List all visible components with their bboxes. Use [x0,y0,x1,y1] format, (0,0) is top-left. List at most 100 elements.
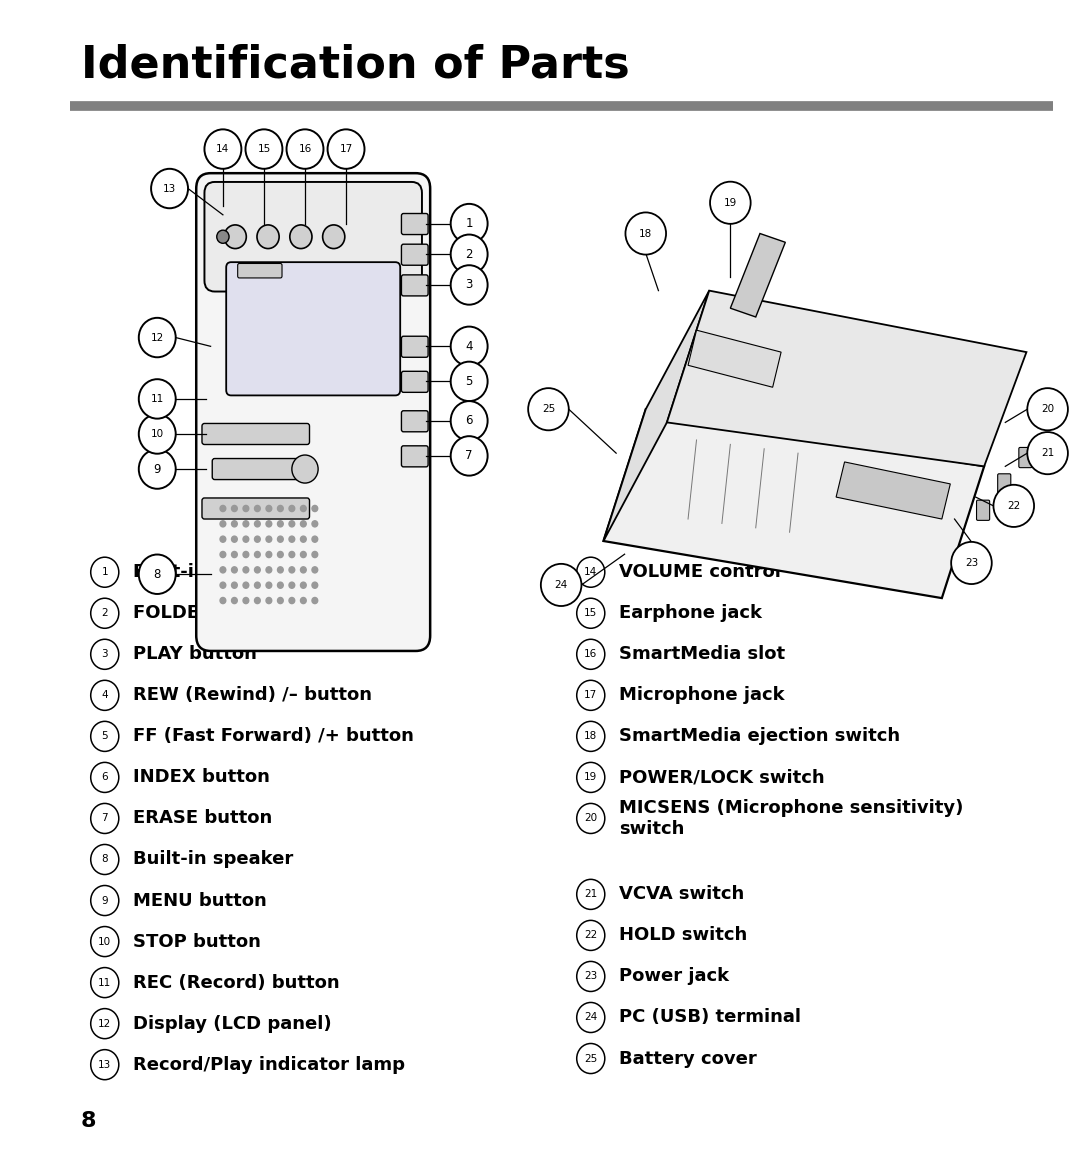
Circle shape [245,129,283,169]
Circle shape [257,225,279,249]
Text: 9: 9 [153,462,161,475]
Circle shape [312,551,318,557]
Circle shape [312,598,318,603]
Text: Display (LCD panel): Display (LCD panel) [133,1015,332,1032]
Text: Built-in speaker: Built-in speaker [133,851,293,868]
Text: 18: 18 [639,229,652,238]
Text: MICSENS (Microphone sensitivity)
switch: MICSENS (Microphone sensitivity) switch [619,799,963,838]
FancyBboxPatch shape [402,244,428,265]
Text: VOLUME control: VOLUME control [619,563,781,581]
Circle shape [91,557,119,587]
Circle shape [255,536,260,542]
Circle shape [220,598,226,603]
Text: 15: 15 [584,608,597,618]
Circle shape [91,763,119,793]
FancyBboxPatch shape [402,371,428,392]
Circle shape [138,450,176,489]
Circle shape [450,327,488,366]
Circle shape [231,505,238,512]
FancyBboxPatch shape [402,214,428,235]
Circle shape [266,566,272,573]
Text: 21: 21 [584,889,597,899]
Text: 14: 14 [584,568,597,577]
Text: 17: 17 [584,690,597,701]
Circle shape [312,536,318,542]
Circle shape [577,880,605,910]
Text: 23: 23 [584,971,597,981]
Circle shape [577,920,605,950]
Circle shape [577,680,605,710]
Circle shape [220,566,226,573]
Text: POWER/LOCK switch: POWER/LOCK switch [619,769,824,786]
Circle shape [278,505,283,512]
Text: 5: 5 [102,732,108,741]
Circle shape [220,505,226,512]
Text: 17: 17 [339,144,353,154]
Circle shape [231,536,238,542]
Circle shape [300,551,307,557]
Polygon shape [604,290,710,541]
Circle shape [243,551,248,557]
Circle shape [625,213,666,254]
Circle shape [312,583,318,588]
Text: 24: 24 [554,580,568,590]
Text: VCVA switch: VCVA switch [619,885,744,903]
Circle shape [220,583,226,588]
FancyBboxPatch shape [998,474,1011,494]
Text: Record/Play indicator lamp: Record/Play indicator lamp [133,1055,405,1074]
Text: 8: 8 [153,568,161,580]
FancyBboxPatch shape [402,336,428,357]
Circle shape [528,388,569,430]
Text: 15: 15 [257,144,271,154]
Circle shape [255,566,260,573]
Circle shape [91,598,119,628]
Circle shape [243,566,248,573]
Circle shape [286,129,324,169]
Circle shape [204,129,241,169]
Circle shape [220,520,226,527]
FancyBboxPatch shape [204,181,422,291]
Polygon shape [688,331,781,387]
Text: 1: 1 [102,568,108,577]
Circle shape [577,598,605,628]
Text: 11: 11 [98,978,111,987]
Circle shape [91,1008,119,1038]
Circle shape [266,583,272,588]
FancyBboxPatch shape [202,423,310,445]
Circle shape [289,583,295,588]
Text: HOLD switch: HOLD switch [619,926,747,944]
Circle shape [289,551,295,557]
FancyBboxPatch shape [402,275,428,296]
Circle shape [243,505,248,512]
Circle shape [289,520,295,527]
Circle shape [577,1002,605,1032]
Polygon shape [604,409,984,598]
Circle shape [266,598,272,603]
Text: 12: 12 [98,1018,111,1029]
Text: 5: 5 [465,375,473,388]
Circle shape [577,762,605,792]
Text: 25: 25 [542,405,555,414]
Circle shape [266,520,272,527]
Circle shape [450,436,488,475]
Circle shape [91,926,119,956]
Circle shape [577,962,605,992]
Circle shape [327,129,365,169]
Circle shape [138,318,176,357]
Text: SmartMedia ejection switch: SmartMedia ejection switch [619,727,900,746]
Text: 8: 8 [81,1111,96,1131]
FancyBboxPatch shape [402,410,428,432]
Text: 4: 4 [465,340,473,353]
Text: Built-in microphone: Built-in microphone [133,563,333,581]
Circle shape [243,598,248,603]
Circle shape [577,1044,605,1074]
Text: PLAY button: PLAY button [133,645,257,664]
Circle shape [91,680,119,710]
Circle shape [243,520,248,527]
Circle shape [91,639,119,669]
Circle shape [312,566,318,573]
Polygon shape [667,290,1026,466]
Circle shape [300,598,307,603]
Text: Power jack: Power jack [619,968,729,985]
Text: 11: 11 [150,394,164,403]
